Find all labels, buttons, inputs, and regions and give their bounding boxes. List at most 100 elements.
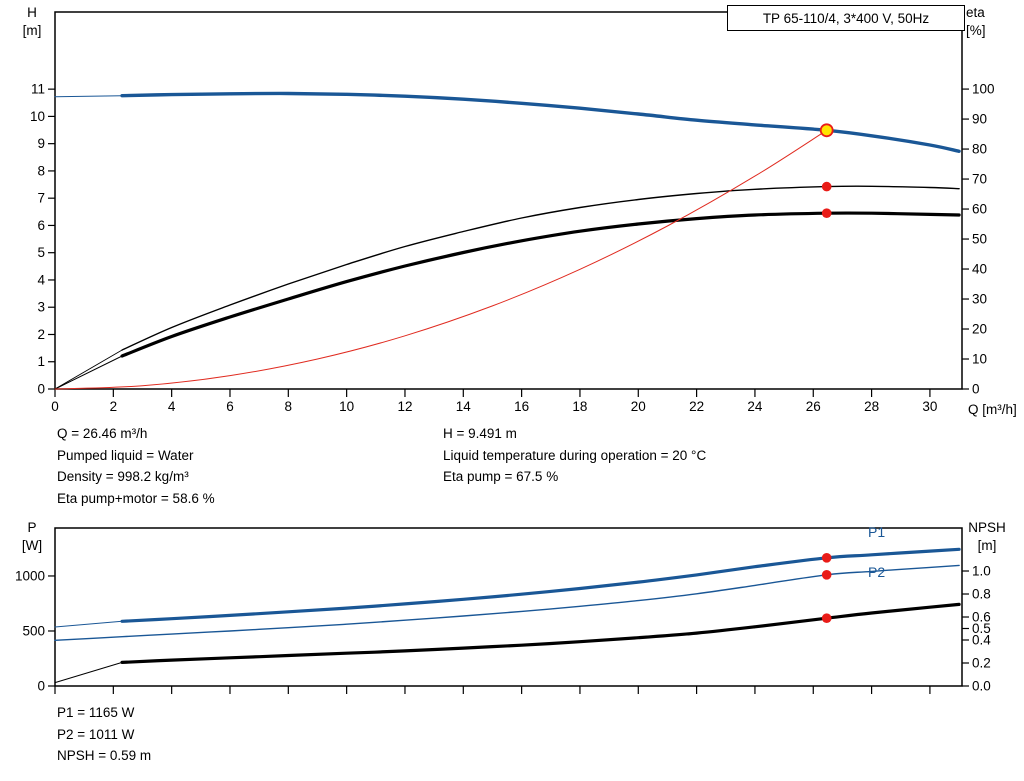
x-tick-label: 2 <box>110 399 118 414</box>
y-right-tick-label: 0.2 <box>972 656 991 671</box>
x-tick-label: 0 <box>51 399 59 414</box>
y-left-tick-label: 0 <box>37 679 45 694</box>
p1-lead <box>54 620 123 628</box>
y-left-tick-label: 8 <box>37 163 45 178</box>
y-right-tick-label: 60 <box>972 202 987 217</box>
p1-series-label: P1 <box>868 524 886 540</box>
y-left-tick-label: 10 <box>30 109 45 124</box>
npsh-axis-unit: [m] <box>977 538 997 553</box>
y-right-tick-label: 20 <box>972 322 987 337</box>
annotation-flow: Q = 26.46 m³/h <box>57 426 148 441</box>
x-tick-label: 22 <box>689 399 704 414</box>
h-axis-label: H <box>27 5 37 20</box>
npsh-point <box>821 613 832 623</box>
y-left-tick-label: 2 <box>37 327 45 342</box>
annotation-eta-pump-motor: Eta pump+motor = 58.6 % <box>57 490 215 506</box>
duty-annotations-col2: H = 9.491 m Liquid temperature during op… <box>443 423 706 488</box>
x-tick-label: 8 <box>285 399 293 414</box>
plot-frame <box>54 527 963 687</box>
y-left-tick-label: 6 <box>37 218 45 233</box>
p-axis-label: P <box>27 520 37 535</box>
x-tick-label: 20 <box>631 399 646 414</box>
h-curve-lead <box>54 95 123 98</box>
y-right-tick-label: 0.8 <box>972 587 991 602</box>
eta-pump-motor-point <box>821 208 832 218</box>
y-left-tick-label: 4 <box>37 272 45 287</box>
eta-pump <box>121 185 960 351</box>
y-right-tick-label: 30 <box>972 292 987 307</box>
p1-point <box>821 553 832 563</box>
npsh-lead <box>54 661 123 684</box>
y-left-tick-label: 1 <box>37 354 45 369</box>
q-axis-label: Q [m³/h] <box>968 402 1017 417</box>
x-tick-label: 24 <box>747 399 763 414</box>
annotation-pumped-liquid: Pumped liquid = Water <box>57 447 194 463</box>
y-left-tick-label: 1000 <box>15 568 45 583</box>
pump-title: TP 65-110/4, 3*400 V, 50Hz <box>762 10 930 26</box>
y-left-tick-label: 9 <box>37 136 45 151</box>
p-axis-unit: [W] <box>21 538 43 553</box>
annotation-head: H = 9.491 m <box>443 426 517 441</box>
x-tick-label: 10 <box>339 399 354 414</box>
y-right-tick-label: 0 <box>972 382 980 397</box>
x-tick-label: 30 <box>922 399 937 414</box>
annotation-eta-pump: Eta pump = 67.5 % <box>443 469 559 484</box>
x-tick-label: 28 <box>864 399 879 414</box>
x-tick-label: 6 <box>226 399 234 414</box>
x-tick-label: 12 <box>397 399 412 414</box>
y-left-tick-label: 500 <box>22 623 45 638</box>
annotation-p2: P2 = 1011 W <box>57 726 135 742</box>
power-npsh-chart: 0 500 1000 0.0 0.2 0.40.50.6 0.8 1.0 <box>15 527 991 694</box>
y-right-tick-label: 1.0 <box>972 564 991 579</box>
y-right-tick-label: 0.0 <box>972 679 991 694</box>
x-tick-label: 26 <box>806 399 821 414</box>
npsh-curve <box>120 602 961 664</box>
p2-curve <box>54 564 960 641</box>
y-right-tick-label: 40 <box>972 262 987 277</box>
y-right-tick-label: 0.5 <box>972 621 991 636</box>
annotation-density: Density = 998.2 kg/m³ <box>57 469 189 484</box>
y-left-tick-label: 3 <box>37 300 45 315</box>
x-tick-label: 18 <box>572 399 587 414</box>
p1-curve <box>120 547 961 623</box>
eta-pump-motor <box>120 211 961 358</box>
y-right-tick-label: 0.6 <box>972 610 991 625</box>
h-curve <box>120 91 961 153</box>
y-left-tick-label: 0 <box>37 382 45 397</box>
eta-axis-label-group: eta [%] <box>966 4 986 40</box>
x-tick-label: 4 <box>168 399 176 414</box>
annotation-npsh: NPSH = 0.59 m <box>57 748 152 763</box>
eta-axis-unit: [%] <box>966 23 986 38</box>
y-right-tick-label: 90 <box>972 112 987 127</box>
npsh-axis-label-group: NPSH [m] <box>961 519 1013 555</box>
plot-frame <box>54 11 963 390</box>
duty-point[interactable] <box>819 123 834 138</box>
power-annotations: P1 = 1165 W P2 = 1011 W NPSH = 0.59 m <box>57 702 151 767</box>
eta-axis-label: eta <box>966 5 985 20</box>
h-axis-label-group: H [m] <box>14 4 50 40</box>
p-axis-label-group: P [W] <box>14 519 50 555</box>
y-right-tick-label: 80 <box>972 142 987 157</box>
system-curve <box>54 129 828 390</box>
y-right-tick-label: 50 <box>972 232 987 247</box>
x-tick-label: 16 <box>514 399 529 414</box>
y-left-tick-label: 11 <box>31 82 45 97</box>
eta-pump-lead <box>54 349 123 390</box>
annotation-p1: P1 = 1165 W <box>57 705 135 720</box>
duty-annotations-col1: Q = 26.46 m³/h Pumped liquid = Water Den… <box>57 423 215 509</box>
eta-pump-motor-lead <box>54 355 123 390</box>
p2-point <box>821 570 832 580</box>
y-right-tick-label: 100 <box>972 82 995 97</box>
h-axis-unit: [m] <box>22 23 42 38</box>
npsh-axis-label: NPSH <box>968 520 1006 535</box>
y-left-tick-label: 7 <box>37 191 45 206</box>
eta-pump-point <box>821 181 832 192</box>
p2-series-label: P2 <box>868 564 886 580</box>
y-right-tick-label: 10 <box>972 352 987 367</box>
x-tick-label: 14 <box>456 399 472 414</box>
annotation-liquid-temperature: Liquid temperature during operation = 20… <box>443 447 707 463</box>
y-left-tick-label: 5 <box>37 245 45 260</box>
